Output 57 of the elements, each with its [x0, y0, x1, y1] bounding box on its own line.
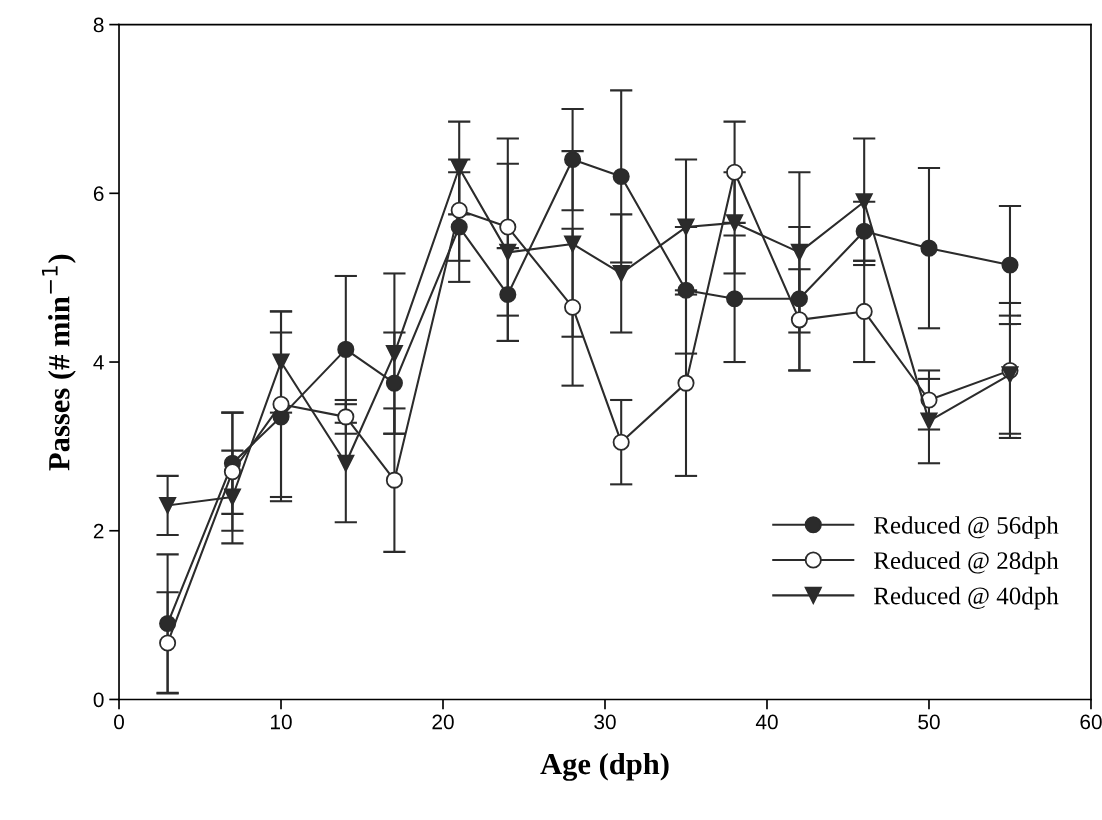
y-axis-title: Passes (# min$^{−1}$)	[41, 254, 76, 471]
point	[159, 496, 177, 514]
x-tick-label: 40	[755, 714, 778, 730]
x-tick-label: 20	[432, 714, 454, 730]
x-tick-label: 0	[114, 714, 124, 730]
legend-label: Reduced @ 28dph	[873, 551, 1059, 575]
point	[564, 298, 582, 316]
point	[337, 340, 355, 358]
point	[726, 290, 744, 308]
y-tick-label: 6	[93, 186, 104, 202]
point	[790, 243, 808, 261]
point	[677, 374, 695, 392]
point	[855, 302, 873, 320]
point	[677, 218, 695, 236]
point	[1001, 256, 1019, 274]
point	[385, 471, 403, 489]
point	[1001, 366, 1019, 384]
point	[450, 159, 468, 177]
point	[564, 235, 582, 253]
y-tick-label: 4	[93, 355, 104, 370]
point	[855, 193, 873, 211]
point	[159, 634, 177, 652]
point	[499, 286, 517, 304]
point	[450, 201, 468, 219]
point	[499, 218, 517, 236]
point	[223, 463, 241, 481]
y-tick-label: 0	[93, 692, 104, 708]
point	[855, 222, 873, 240]
point	[726, 163, 744, 181]
x-tick-label: 60	[1080, 714, 1102, 730]
point	[337, 454, 355, 472]
legend-label: Reduced @ 56dph	[873, 516, 1059, 539]
point	[385, 345, 403, 363]
point	[920, 239, 938, 257]
y-tick-label: 8	[93, 17, 104, 33]
y-tick-label: 2	[93, 523, 104, 539]
legend-label: Reduced @ 40dph	[873, 586, 1059, 610]
point	[272, 353, 290, 371]
x-tick-label: 50	[918, 714, 940, 730]
point	[337, 408, 355, 426]
point	[790, 290, 808, 308]
point	[223, 488, 241, 506]
point	[499, 243, 517, 261]
point	[159, 614, 177, 633]
point	[790, 311, 808, 329]
point	[726, 214, 744, 232]
point	[612, 433, 630, 451]
x-tick-label: 30	[594, 714, 616, 730]
x-axis-title: Age (dph)	[540, 752, 669, 781]
point	[677, 281, 695, 299]
point	[564, 151, 582, 169]
point	[385, 374, 403, 392]
x-tick-label: 10	[271, 714, 292, 730]
point	[612, 167, 630, 185]
point	[612, 264, 630, 282]
point	[920, 412, 938, 430]
point	[272, 395, 290, 413]
